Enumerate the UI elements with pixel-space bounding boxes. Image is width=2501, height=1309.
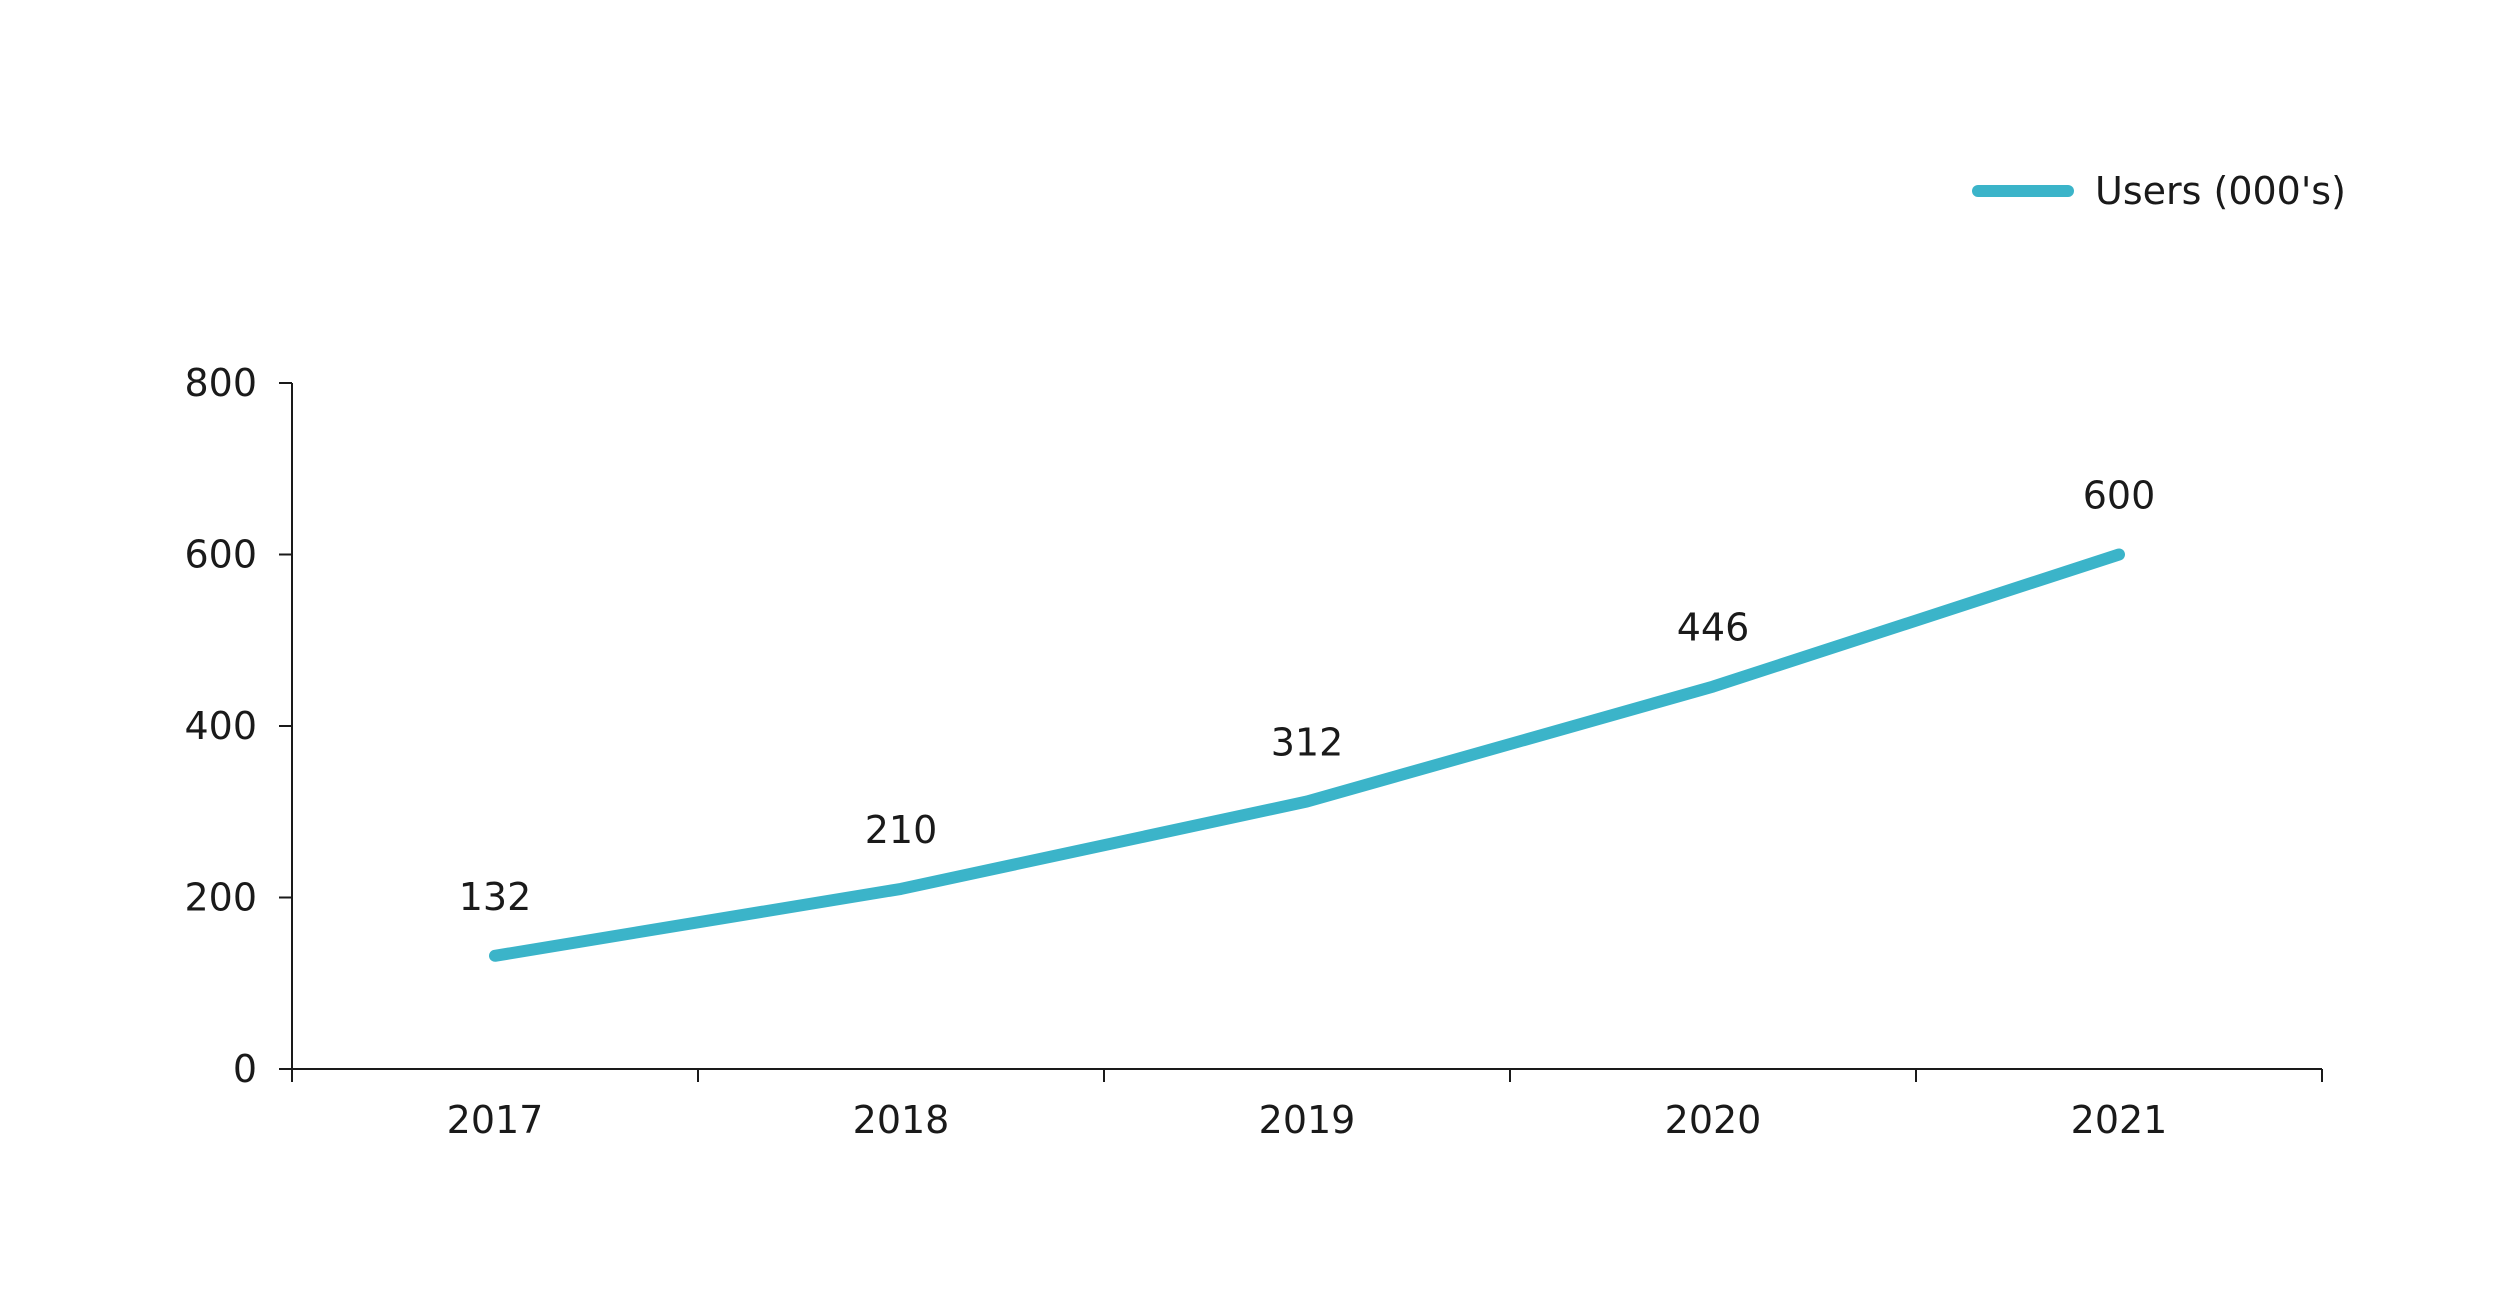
- y-tick-label: 800: [184, 361, 257, 405]
- y-tick-label: 600: [184, 533, 257, 577]
- series-line-users: [489, 548, 2125, 962]
- x-tick-label: 2021: [2071, 1098, 2168, 1142]
- data-label: 312: [1271, 720, 1344, 764]
- data-labels: 132 210 312 446 600: [459, 474, 2156, 919]
- x-tick-label: 2019: [1259, 1098, 1356, 1142]
- x-axis: 2017 2018 2019 2020 2021: [291, 1068, 2323, 1142]
- y-tick-label: 200: [184, 876, 257, 920]
- y-axis: 0 200 400 600 800: [184, 361, 293, 1091]
- series-users: [489, 548, 2125, 962]
- y-tick-label: 0: [233, 1047, 257, 1091]
- data-label: 210: [865, 808, 938, 852]
- data-label: 132: [459, 875, 532, 919]
- data-label: 600: [2083, 474, 2156, 518]
- legend: Users (000's): [1972, 169, 2346, 213]
- data-label: 446: [1677, 606, 1750, 650]
- x-tick-label: 2020: [1665, 1098, 1762, 1142]
- x-tick-label: 2018: [853, 1098, 950, 1142]
- y-tick-label: 400: [184, 704, 257, 748]
- x-tick-label: 2017: [447, 1098, 544, 1142]
- legend-label-users: Users (000's): [2095, 169, 2346, 213]
